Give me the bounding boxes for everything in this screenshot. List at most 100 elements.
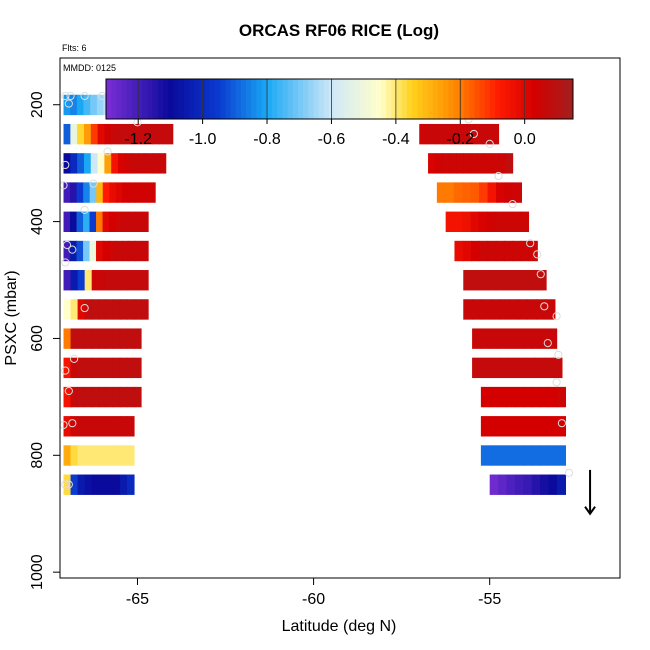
colorbar-segment [178, 79, 185, 119]
heatmap-cell [531, 445, 541, 466]
arrow-head [584, 506, 596, 516]
heatmap-cell [499, 299, 510, 320]
heatmap-cell [70, 328, 79, 349]
heatmap-cell [462, 211, 472, 232]
colorbar-segment [204, 79, 211, 119]
heatmap-cell [115, 182, 123, 203]
heatmap-cell [98, 357, 107, 379]
heatmap-cell [126, 270, 135, 291]
heatmap-cell [128, 240, 136, 262]
colorbar-segment [168, 79, 174, 119]
heatmap-cell [531, 474, 541, 495]
heatmap-cell [523, 386, 533, 408]
colorbar-segment [500, 79, 507, 119]
colorbar-segment [111, 79, 117, 119]
sample-circle [564, 468, 574, 477]
colorbar-segment [230, 79, 237, 119]
heatmap-cell [112, 270, 121, 291]
heatmap-cell [450, 123, 460, 145]
heatmap-cell [126, 357, 135, 379]
heatmap-cell [495, 240, 505, 262]
y-axis-label: PSXC (mbar) [3, 270, 20, 365]
heatmap-cell [70, 270, 79, 291]
heatmap-cell [539, 328, 549, 349]
heatmap-cell [63, 299, 72, 320]
heatmap-cell [98, 386, 107, 408]
heatmap-cell [77, 416, 86, 437]
heatmap-cell [135, 211, 143, 232]
heatmap-cell [77, 328, 86, 349]
colorbar-segment [344, 79, 351, 119]
colorbar-segment [448, 79, 455, 119]
colorbar-tick-label: 0.0 [514, 131, 536, 148]
heatmap-cell [514, 474, 524, 495]
heatmap-cell [105, 416, 114, 437]
heatmap-cell [470, 153, 478, 174]
colorbar-segment [479, 79, 486, 119]
heatmap-cell [77, 474, 86, 495]
heatmap-cell [119, 270, 128, 291]
heatmap-cell [489, 474, 499, 495]
heatmap-cell [91, 270, 100, 291]
colorbar-segment [531, 79, 538, 119]
colorbar-segment [510, 79, 517, 119]
colorbar-segment [240, 79, 247, 119]
heatmap-cell [83, 240, 91, 262]
colorbar-segment [552, 79, 558, 119]
heatmap-cell [442, 153, 450, 174]
heatmap-cell [548, 445, 558, 466]
heatmap-cell [480, 328, 490, 349]
colorbar-segment [422, 79, 429, 119]
sample-circle [552, 312, 561, 321]
heatmap-cell [506, 474, 516, 495]
sample-circle [469, 129, 478, 139]
colorbar-segment [220, 79, 226, 119]
heatmap-cell [514, 416, 524, 437]
heatmap-cell [472, 299, 483, 320]
heatmap-cell [142, 182, 150, 203]
heatmap-cell [77, 123, 85, 145]
heatmap-cell [98, 474, 107, 495]
sample-circle [552, 378, 561, 387]
heatmap-cell [126, 328, 135, 349]
heatmap-cell [509, 299, 519, 320]
heatmap-cell [105, 328, 114, 349]
heatmap-cell [496, 270, 506, 291]
y-tick-label: 1000 [29, 554, 46, 590]
heatmap-cell [119, 386, 128, 408]
heatmap-cell [145, 153, 153, 174]
colorbar-segment [526, 79, 532, 119]
sample-circle [64, 480, 73, 489]
heatmap-cell [456, 153, 464, 174]
heatmap-cell [111, 123, 119, 145]
heatmap-cell [141, 240, 149, 262]
heatmap-cell [83, 182, 91, 203]
colorbar-segment [157, 79, 164, 119]
heatmap-cell [109, 182, 117, 203]
colorbar-segment [567, 79, 574, 119]
heatmap-cell [523, 445, 533, 466]
heatmap-cell [102, 182, 110, 203]
heatmap-cell [453, 211, 463, 232]
heatmap-cell [508, 357, 518, 379]
heatmap-cell [484, 153, 493, 174]
heatmap-cell [128, 211, 136, 232]
heatmap-cell [77, 270, 86, 291]
heatmap-cell [497, 445, 507, 466]
colorbar-segment [318, 79, 325, 119]
sample-circle [80, 205, 89, 215]
heatmap-cell [84, 328, 93, 349]
heatmap-cell [118, 123, 126, 145]
colorbar-segment [131, 79, 138, 119]
heatmap-cell [98, 299, 107, 320]
sample-circle [64, 99, 73, 108]
heatmap-cell [124, 123, 133, 145]
heatmap-cell [77, 357, 86, 379]
heatmap-cell [435, 153, 443, 174]
colorbar-segment [173, 79, 180, 119]
colorbar-segment [152, 79, 159, 119]
heatmap-cell [540, 445, 550, 466]
heatmap-cell [96, 211, 104, 232]
heatmap-cell [489, 386, 499, 408]
heatmap-cell [84, 445, 93, 466]
